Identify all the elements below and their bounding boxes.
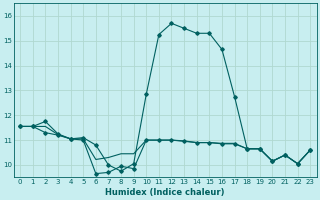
X-axis label: Humidex (Indice chaleur): Humidex (Indice chaleur) bbox=[106, 188, 225, 197]
